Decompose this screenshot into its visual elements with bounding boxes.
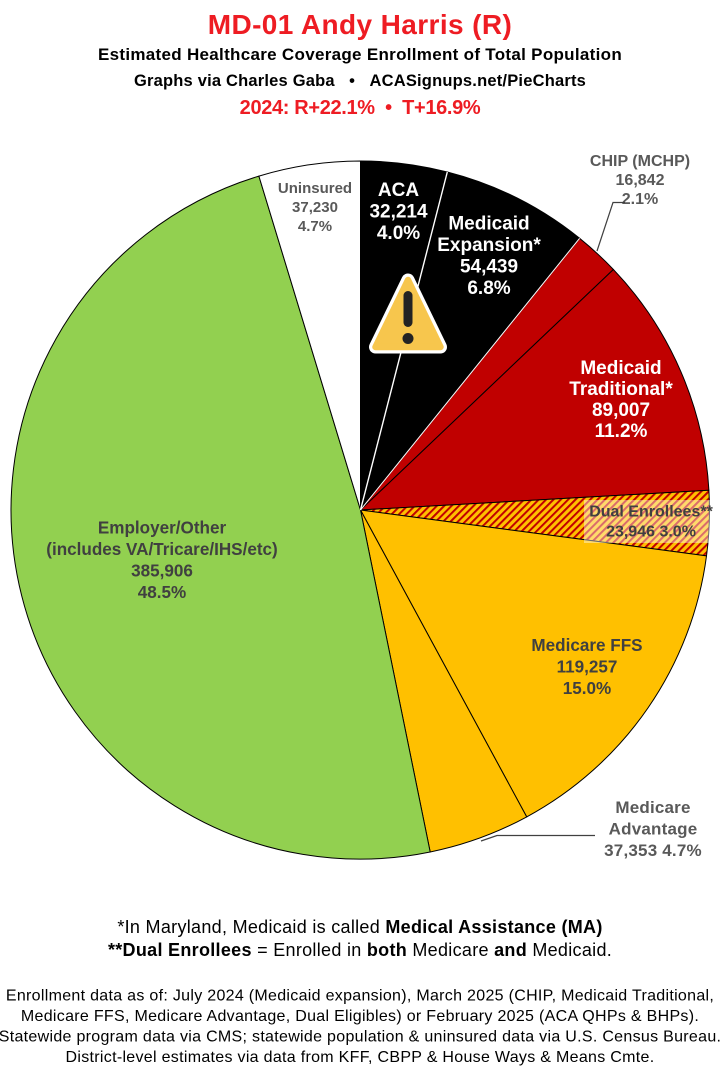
svg-text:Uninsured: Uninsured: [278, 180, 352, 197]
svg-text:Expansion*: Expansion*: [437, 235, 541, 256]
svg-text:16,842: 16,842: [616, 172, 665, 189]
svg-text:Medicare FFS, Medicare Advanta: Medicare FFS, Medicare Advantage, Dual E…: [21, 1008, 699, 1025]
svg-text:ACA: ACA: [378, 180, 419, 201]
svg-text:2.1%: 2.1%: [622, 191, 658, 208]
svg-text:Traditional*: Traditional*: [569, 379, 673, 400]
svg-text:Dual Enrollees**: Dual Enrollees**: [589, 504, 713, 521]
svg-text:4.0%: 4.0%: [377, 223, 420, 244]
svg-text:CHIP (MCHP): CHIP (MCHP): [590, 153, 690, 170]
svg-text:*In Maryland, Medicaid is call: *In Maryland, Medicaid is called Medical…: [117, 917, 602, 937]
svg-text:23,946 3.0%: 23,946 3.0%: [606, 524, 696, 541]
svg-text:Medicare FFS: Medicare FFS: [531, 636, 642, 655]
svg-text:6.8%: 6.8%: [467, 278, 510, 299]
svg-text:Medicaid: Medicaid: [580, 358, 661, 379]
svg-text:119,257: 119,257: [557, 658, 618, 677]
svg-text:District-level estimates via d: District-level estimates via data from K…: [66, 1049, 655, 1066]
svg-text:(includes VA/Tricare/IHS/etc): (includes VA/Tricare/IHS/etc): [46, 540, 277, 559]
svg-text:Estimated Healthcare Coverage: Estimated Healthcare Coverage Enrollment…: [98, 45, 622, 64]
svg-text:15.0%: 15.0%: [563, 679, 611, 698]
svg-text:Employer/Other: Employer/Other: [98, 519, 227, 538]
svg-text:385,906: 385,906: [131, 562, 193, 581]
svg-text:Enrollment data as of: July 20: Enrollment data as of: July 2024 (Medica…: [6, 988, 714, 1005]
svg-text:Advantage: Advantage: [609, 820, 698, 839]
svg-text:Medicaid: Medicaid: [448, 214, 529, 235]
svg-text:32,214: 32,214: [369, 202, 428, 223]
svg-text:37,230: 37,230: [292, 199, 338, 216]
svg-text:37,353 4.7%: 37,353 4.7%: [604, 841, 702, 860]
svg-text:Statewide program data via CMS: Statewide program data via CMS; statewid…: [0, 1029, 720, 1046]
svg-text:MD-01 Andy Harris (R): MD-01 Andy Harris (R): [208, 9, 513, 40]
svg-text:Medicare: Medicare: [615, 798, 690, 817]
svg-text:54,439: 54,439: [460, 257, 518, 278]
svg-text:**Dual Enrollees = Enrolled in: **Dual Enrollees = Enrolled in both Medi…: [108, 940, 612, 960]
svg-text:2024: R+22.1% • T+16.9%: 2024: R+22.1% • T+16.9%: [240, 97, 481, 119]
svg-text:11.2%: 11.2%: [595, 421, 648, 442]
svg-text:48.5%: 48.5%: [138, 583, 186, 602]
svg-text:89,007: 89,007: [592, 400, 650, 421]
svg-text:Graphs via Charles Gaba •: Graphs via Charles Gaba • ACASignups.net…: [134, 72, 586, 90]
svg-text:4.7%: 4.7%: [298, 218, 332, 235]
